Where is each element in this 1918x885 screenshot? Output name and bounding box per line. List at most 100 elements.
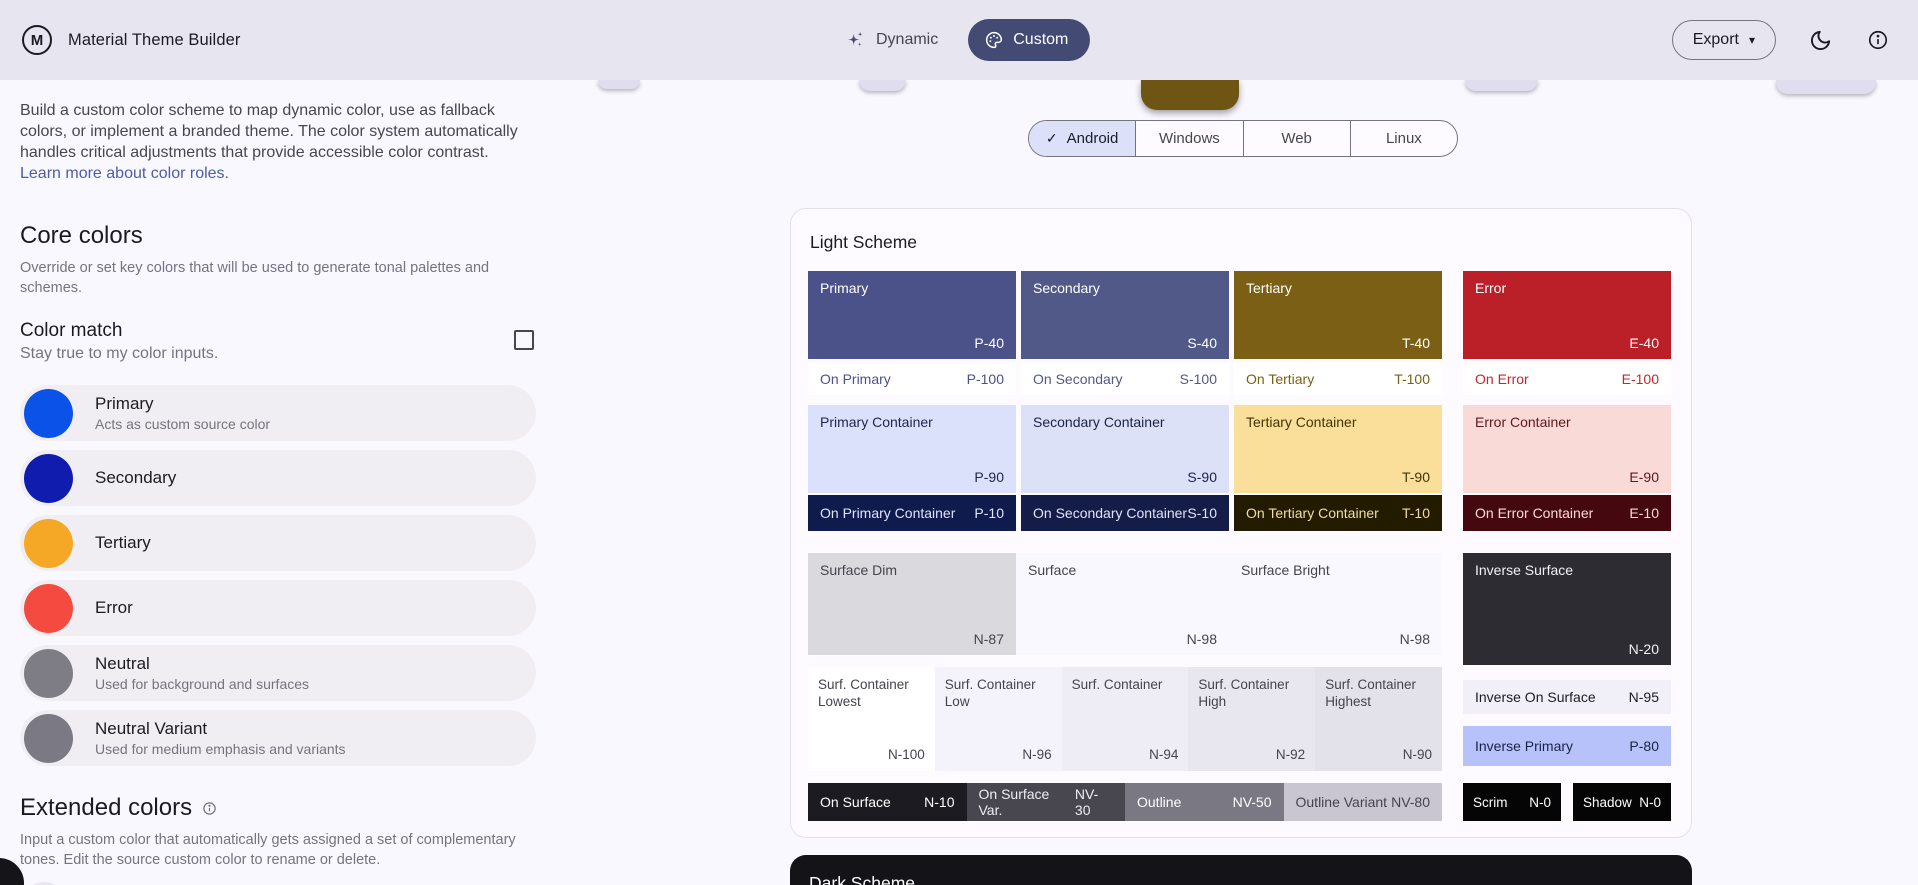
scheme-cell-secondary-container[interactable]: Secondary Container S-90 xyxy=(1021,405,1229,493)
info-icon xyxy=(1867,29,1889,51)
tab-linux[interactable]: Linux xyxy=(1349,121,1457,156)
scheme-cell-on-primary[interactable]: On Primary P-100 xyxy=(808,363,1016,395)
cell-label: On Surface Var. xyxy=(978,786,1050,818)
chevron-down-icon: ▾ xyxy=(1748,33,1755,47)
cell-tone: N-94 xyxy=(1149,747,1179,762)
moon-icon xyxy=(1809,29,1832,52)
cell-tone: N-100 xyxy=(888,747,925,762)
cell-label: On Tertiary Container xyxy=(1246,505,1379,521)
scheme-cell-on-tertiary-container[interactable]: On Tertiary Container T-10 xyxy=(1234,495,1442,531)
scheme-cell-on-surface-variant[interactable]: On Surface Var. NV-30 xyxy=(966,783,1125,821)
custom-mode-button[interactable]: Custom xyxy=(968,19,1091,61)
cell-label: Outline xyxy=(1137,794,1182,810)
cell-label: Surf. Container xyxy=(1071,677,1163,692)
scheme-cell-surface-container-high[interactable]: Surf. Container High N-92 xyxy=(1188,667,1316,771)
tab-label: Android xyxy=(1066,130,1119,147)
core-color-name: Secondary xyxy=(95,468,177,487)
scheme-cell-on-error[interactable]: On Error E-100 xyxy=(1463,363,1671,395)
platform-tabs: ✓ Android Windows Web Linux xyxy=(1028,120,1458,157)
cell-label: Primary Container xyxy=(820,414,933,430)
core-color-description: Used for medium emphasis and variants xyxy=(95,741,346,757)
scheme-cell-surface-container-highest[interactable]: Surf. Container Highest N-90 xyxy=(1315,667,1442,771)
secondary-swatch xyxy=(24,453,73,503)
info-icon[interactable] xyxy=(202,801,217,816)
scheme-cell-secondary[interactable]: Secondary S-40 xyxy=(1021,271,1229,359)
cell-tone: T-90 xyxy=(1401,469,1430,485)
tab-web[interactable]: Web xyxy=(1242,121,1350,156)
core-color-row-error[interactable]: Error xyxy=(20,580,536,636)
scheme-cell-error[interactable]: Error E-40 xyxy=(1463,271,1671,359)
color-roles-link[interactable]: Learn more about color roles. xyxy=(20,165,229,182)
scheme-cell-error-container[interactable]: Error Container E-90 xyxy=(1463,405,1671,493)
neutral-variant-swatch xyxy=(24,713,73,763)
core-color-list: Primary Acts as custom source color Seco… xyxy=(20,385,536,766)
scheme-cell-tertiary[interactable]: Tertiary T-40 xyxy=(1234,271,1442,359)
cell-label: On Primary Container xyxy=(820,505,956,521)
scheme-cell-on-primary-container[interactable]: On Primary Container P-10 xyxy=(808,495,1016,531)
cell-label: Scrim xyxy=(1473,794,1508,810)
core-color-row-secondary[interactable]: Secondary xyxy=(20,450,536,506)
scheme-cell-on-secondary-container[interactable]: On Secondary Container S-10 xyxy=(1021,495,1229,531)
scheme-cell-inverse-surface[interactable]: Inverse Surface N-20 xyxy=(1463,553,1671,665)
export-button[interactable]: Export ▾ xyxy=(1671,20,1776,60)
scheme-cell-on-error-container[interactable]: On Error Container E-10 xyxy=(1463,495,1671,531)
cell-tone: P-40 xyxy=(974,335,1004,351)
scheme-cell-shadow[interactable]: Shadow N-0 xyxy=(1573,783,1671,821)
cell-label: Surface xyxy=(1028,562,1077,578)
light-scheme-panel: Light Scheme Primary P-40 Secondary S-40… xyxy=(790,208,1692,838)
core-color-row-neutral-variant[interactable]: Neutral Variant Used for medium emphasis… xyxy=(20,710,536,766)
scheme-cell-outline[interactable]: Outline NV-50 xyxy=(1125,783,1284,821)
cell-tone: NV-50 xyxy=(1232,794,1272,810)
cell-label: Primary xyxy=(820,280,869,296)
tab-android[interactable]: ✓ Android xyxy=(1029,121,1136,156)
scheme-cell-tertiary-container[interactable]: Tertiary Container T-90 xyxy=(1234,405,1442,493)
core-color-row-neutral[interactable]: Neutral Used for background and surfaces xyxy=(20,645,536,701)
scheme-cell-on-secondary[interactable]: On Secondary S-100 xyxy=(1021,363,1229,395)
scheme-cell-surface-container[interactable]: Surf. Container N-94 xyxy=(1061,667,1189,771)
plus-icon[interactable]: + xyxy=(20,882,69,885)
color-match-subtitle: Stay true to my color inputs. xyxy=(20,345,219,362)
cell-tone: N-96 xyxy=(1022,747,1052,762)
cell-label: On Primary xyxy=(820,371,891,387)
add-color-row[interactable]: + Add a color xyxy=(20,882,536,885)
cell-label: Surf. Container Low xyxy=(944,677,1036,709)
core-color-description: Used for background and surfaces xyxy=(95,676,310,692)
scheme-cell-inverse-primary[interactable]: Inverse Primary P-80 xyxy=(1463,726,1671,766)
scrolled-content-peek xyxy=(598,80,640,89)
cell-label: Surface Bright xyxy=(1241,562,1330,578)
scrolled-content-peek xyxy=(859,80,906,91)
core-color-name: Neutral xyxy=(95,654,150,673)
dark-scheme-title: Dark Scheme xyxy=(809,873,916,885)
scheme-cell-surface-dim[interactable]: Surface Dim N-87 xyxy=(808,553,1016,655)
scheme-cell-surface-bright[interactable]: Surface Bright N-98 xyxy=(1229,553,1442,655)
dynamic-mode-button[interactable]: Dynamic xyxy=(845,29,938,51)
scheme-cell-on-tertiary[interactable]: On Tertiary T-100 xyxy=(1234,363,1442,395)
dark-mode-toggle-button[interactable] xyxy=(1806,26,1834,54)
scheme-cell-scrim[interactable]: Scrim N-0 xyxy=(1463,783,1561,821)
cell-tone: N-20 xyxy=(1628,641,1659,657)
scheme-cell-primary[interactable]: Primary P-40 xyxy=(808,271,1016,359)
cell-tone: S-100 xyxy=(1179,371,1217,387)
cell-label: On Tertiary xyxy=(1246,371,1315,387)
dark-scheme-panel: Dark Scheme xyxy=(790,855,1692,885)
color-match-checkbox[interactable] xyxy=(514,330,534,350)
cell-tone: P-10 xyxy=(974,505,1004,521)
scheme-cell-primary-container[interactable]: Primary Container P-90 xyxy=(808,405,1016,493)
scheme-cell-outline-variant[interactable]: Outline Variant NV-80 xyxy=(1283,783,1442,821)
scheme-cell-surface[interactable]: Surface N-98 xyxy=(1016,553,1229,655)
core-color-row-primary[interactable]: Primary Acts as custom source color xyxy=(20,385,536,441)
scheme-cell-surface-container-low[interactable]: Surf. Container Low N-96 xyxy=(934,667,1062,771)
core-color-row-tertiary[interactable]: Tertiary xyxy=(20,515,536,571)
tab-label: Windows xyxy=(1158,130,1220,147)
custom-label: Custom xyxy=(1013,31,1069,48)
scheme-cell-on-surface[interactable]: On Surface N-10 xyxy=(808,783,967,821)
extended-colors-heading: Extended colors xyxy=(20,794,536,822)
info-button[interactable] xyxy=(1864,26,1892,54)
tab-windows[interactable]: Windows xyxy=(1135,121,1242,156)
scheme-cell-surface-container-lowest[interactable]: Surf. Container Lowest N-100 xyxy=(808,667,935,771)
cell-tone: S-40 xyxy=(1187,335,1217,351)
cell-tone: E-100 xyxy=(1621,371,1659,387)
cell-label: Surface Dim xyxy=(820,562,898,578)
scheme-cell-inverse-on-surface[interactable]: Inverse On Surface N-95 xyxy=(1463,680,1671,714)
scrolled-content-peek-tertiary xyxy=(1141,80,1239,110)
